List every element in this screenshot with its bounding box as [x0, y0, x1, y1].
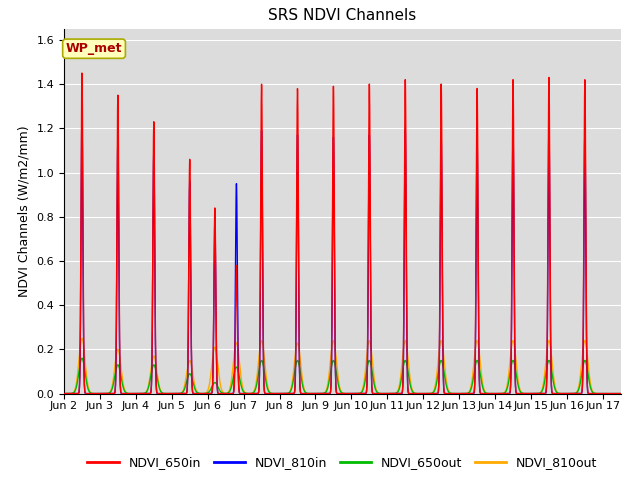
- NDVI_650in: [53, 391, 61, 396]
- NDVI_650out: [507, 365, 515, 371]
- NDVI_650in: [624, 391, 632, 396]
- Title: SRS NDVI Channels: SRS NDVI Channels: [268, 9, 417, 24]
- Line: NDVI_650in: NDVI_650in: [57, 73, 628, 394]
- NDVI_810in: [476, 390, 484, 396]
- NDVI_650out: [416, 391, 424, 396]
- NDVI_810in: [616, 391, 624, 396]
- NDVI_810out: [416, 391, 424, 396]
- Legend: NDVI_650in, NDVI_810in, NDVI_650out, NDVI_810out: NDVI_650in, NDVI_810in, NDVI_650out, NDV…: [83, 451, 602, 474]
- NDVI_810out: [476, 360, 484, 366]
- NDVI_810out: [391, 391, 399, 396]
- NDVI_650out: [78, 355, 86, 361]
- Line: NDVI_650out: NDVI_650out: [57, 358, 628, 394]
- NDVI_810in: [624, 391, 632, 396]
- NDVI_650in: [476, 390, 484, 396]
- NDVI_650in: [78, 70, 86, 76]
- NDVI_810out: [260, 349, 268, 355]
- NDVI_810out: [78, 336, 86, 341]
- Text: WP_met: WP_met: [66, 42, 122, 55]
- NDVI_650out: [53, 391, 61, 396]
- NDVI_810out: [53, 391, 61, 396]
- NDVI_810in: [53, 391, 61, 396]
- NDVI_810out: [624, 391, 632, 396]
- Line: NDVI_810out: NDVI_810out: [57, 338, 628, 394]
- NDVI_650out: [391, 391, 399, 396]
- NDVI_810in: [260, 372, 268, 378]
- NDVI_650out: [82, 373, 90, 379]
- NDVI_650in: [82, 391, 90, 396]
- NDVI_650in: [416, 391, 424, 396]
- Y-axis label: NDVI Channels (W/m2/mm): NDVI Channels (W/m2/mm): [18, 125, 31, 297]
- NDVI_810out: [82, 363, 90, 369]
- NDVI_650in: [507, 374, 515, 380]
- NDVI_650out: [260, 365, 268, 371]
- NDVI_810in: [78, 114, 86, 120]
- NDVI_650out: [476, 372, 484, 377]
- NDVI_810in: [416, 391, 424, 396]
- Line: NDVI_810in: NDVI_810in: [57, 117, 628, 394]
- NDVI_810in: [391, 391, 399, 396]
- NDVI_650in: [616, 391, 624, 396]
- NDVI_810in: [82, 391, 90, 396]
- NDVI_810in: [507, 377, 515, 383]
- NDVI_650in: [260, 369, 268, 374]
- NDVI_810out: [507, 350, 515, 356]
- NDVI_650out: [624, 391, 632, 396]
- NDVI_650in: [391, 391, 399, 396]
